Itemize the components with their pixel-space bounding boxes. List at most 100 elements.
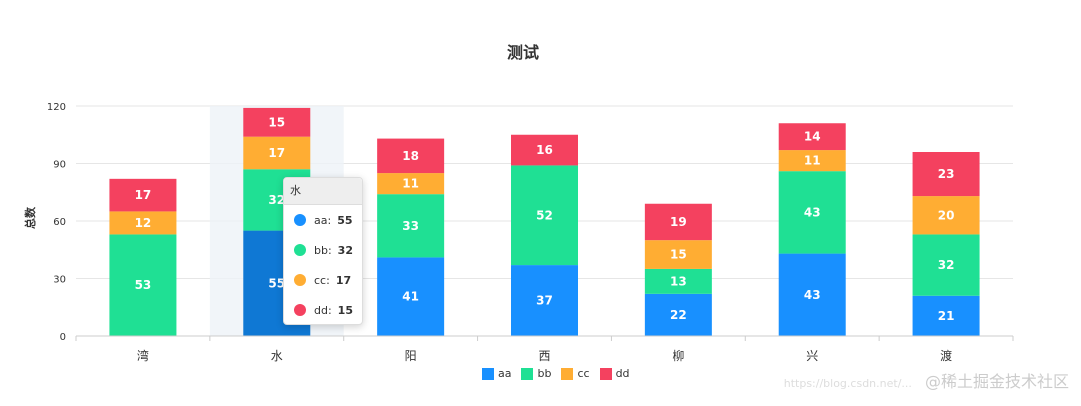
bar-value-label: 17 — [268, 146, 285, 160]
bar-segment-cc[interactable] — [778, 150, 846, 172]
bar-value-label: 11 — [402, 177, 419, 191]
series-dd-dot-icon — [294, 304, 306, 316]
y-axis-label: 总数 — [23, 206, 37, 229]
tooltip-series-name: cc: — [314, 273, 330, 287]
tooltip-row: bb: 32 — [284, 235, 362, 265]
bar-value-label: 11 — [804, 154, 821, 168]
series-bb-dot-icon — [294, 244, 306, 256]
y-tick-label: 0 — [60, 332, 66, 343]
bar-value-label: 15 — [670, 248, 687, 262]
legend-item-cc[interactable]: cc — [561, 367, 590, 380]
tooltip-series-value: 32 — [337, 243, 353, 257]
bar-value-label: 13 — [670, 274, 687, 288]
tooltip-series-value: 17 — [335, 273, 352, 287]
bar-segment-aa[interactable] — [511, 265, 578, 336]
bar-value-label: 37 — [536, 294, 553, 308]
tooltip-title: 水 — [284, 178, 362, 205]
bar-segment-aa[interactable] — [912, 295, 980, 336]
bar-segment-dd[interactable] — [511, 134, 578, 166]
x-tick-label: 兴 — [806, 349, 818, 363]
bar-value-label: 53 — [135, 278, 152, 292]
bar-value-label: 41 — [402, 290, 419, 304]
bar-value-label: 16 — [536, 143, 553, 157]
bar-segment-dd[interactable] — [912, 152, 980, 197]
tooltip-series-name: aa: — [314, 213, 332, 227]
bar-segment-dd[interactable] — [377, 138, 445, 174]
tooltip-series-value: 55 — [337, 213, 353, 227]
bar-segment-aa[interactable] — [644, 293, 712, 336]
tooltip-series-name: bb: — [314, 243, 332, 257]
legend-label: aa — [498, 367, 512, 380]
bar-value-label: 15 — [268, 115, 285, 129]
bar-segment-bb[interactable] — [778, 171, 846, 254]
bar-value-label: 52 — [536, 208, 553, 222]
watermark-faint-url: https://blog.csdn.net/... — [783, 377, 912, 390]
bar-segment-aa[interactable] — [778, 253, 846, 336]
bar-segment-dd[interactable] — [778, 123, 846, 151]
bar-segment-cc[interactable] — [644, 240, 712, 269]
series-cc-dot-icon — [294, 274, 306, 286]
legend-swatch-icon — [521, 367, 534, 380]
legend-swatch-icon — [482, 367, 494, 380]
legend-swatch-icon — [599, 367, 612, 380]
bar-segment-bb[interactable] — [644, 268, 712, 294]
tooltip-series-value: 15 — [337, 303, 353, 317]
bar-segment-bb[interactable] — [377, 194, 445, 258]
x-tick-label: 西 — [538, 349, 550, 363]
bar-value-label: 55 — [268, 276, 285, 290]
axes: 0306090120湾水阳西柳兴渡 — [47, 102, 1014, 363]
legend-label: cc — [577, 367, 590, 380]
bar-value-label: 32 — [938, 258, 955, 272]
bar-value-label: 17 — [135, 188, 152, 202]
tooltip: 水 aa: 55 bb: 32 cc: 17 dd: 15 — [283, 177, 363, 325]
bar-value-label: 20 — [938, 208, 955, 222]
bar-segment-cc[interactable] — [377, 173, 445, 195]
bar-segment-cc[interactable] — [109, 211, 177, 235]
legend-label: dd — [615, 367, 630, 380]
bar-segment-dd[interactable] — [243, 107, 311, 137]
bar-value-label: 12 — [135, 216, 152, 230]
x-tick-label: 渡 — [940, 348, 952, 363]
bar-value-label: 22 — [670, 308, 687, 322]
tooltip-row: dd: 15 — [284, 295, 362, 325]
series-aa-dot-icon — [294, 214, 306, 226]
y-tick-label: 60 — [53, 217, 66, 228]
bar-value-label: 18 — [402, 149, 419, 163]
bar-segment-cc[interactable] — [912, 196, 980, 235]
x-tick-label: 湾 — [137, 348, 149, 363]
bar-segment-dd[interactable] — [644, 203, 712, 241]
tooltip-row: aa: 55 — [284, 205, 362, 235]
x-tick-label: 水 — [271, 349, 283, 363]
bar-value-label: 43 — [804, 205, 821, 219]
bar-segment-bb[interactable] — [912, 234, 980, 296]
bar-segment-aa[interactable] — [377, 257, 445, 336]
legend-swatch-icon — [561, 367, 574, 380]
y-tick-label: 30 — [53, 275, 66, 286]
bar-value-label: 21 — [938, 309, 955, 323]
watermark-text: @稀土掘金技术社区 — [924, 372, 1069, 391]
bar-value-label: 19 — [670, 215, 687, 229]
x-tick-label: 柳 — [672, 349, 684, 363]
tooltip-series-name: dd: — [314, 303, 332, 317]
bar-segment-cc[interactable] — [243, 136, 311, 170]
bar-segment-dd[interactable] — [109, 178, 177, 212]
y-tick-label: 90 — [53, 160, 66, 171]
y-tick-label: 120 — [47, 102, 66, 113]
x-tick-label: 阳 — [405, 349, 417, 363]
bar-segment-bb[interactable] — [511, 165, 578, 266]
legend-item-bb[interactable]: bb — [521, 367, 551, 380]
watermark: https://blog.csdn.net/... @稀土掘金技术社区 — [784, 368, 1069, 392]
bar-value-label: 14 — [804, 130, 821, 144]
legend-item-aa[interactable]: aa — [482, 367, 511, 380]
legend-item-dd[interactable]: dd — [599, 367, 630, 380]
bar-segment-bb[interactable] — [109, 234, 177, 336]
bar-value-label: 32 — [268, 193, 285, 207]
bar-value-label: 43 — [804, 288, 821, 302]
legend: aa bb cc dd — [482, 367, 640, 380]
bar-value-label: 33 — [402, 219, 419, 233]
legend-label: bb — [537, 367, 552, 380]
chart-title: 测试 — [507, 43, 539, 62]
tooltip-row: cc: 17 — [284, 265, 362, 295]
bar-value-label: 23 — [938, 167, 955, 181]
